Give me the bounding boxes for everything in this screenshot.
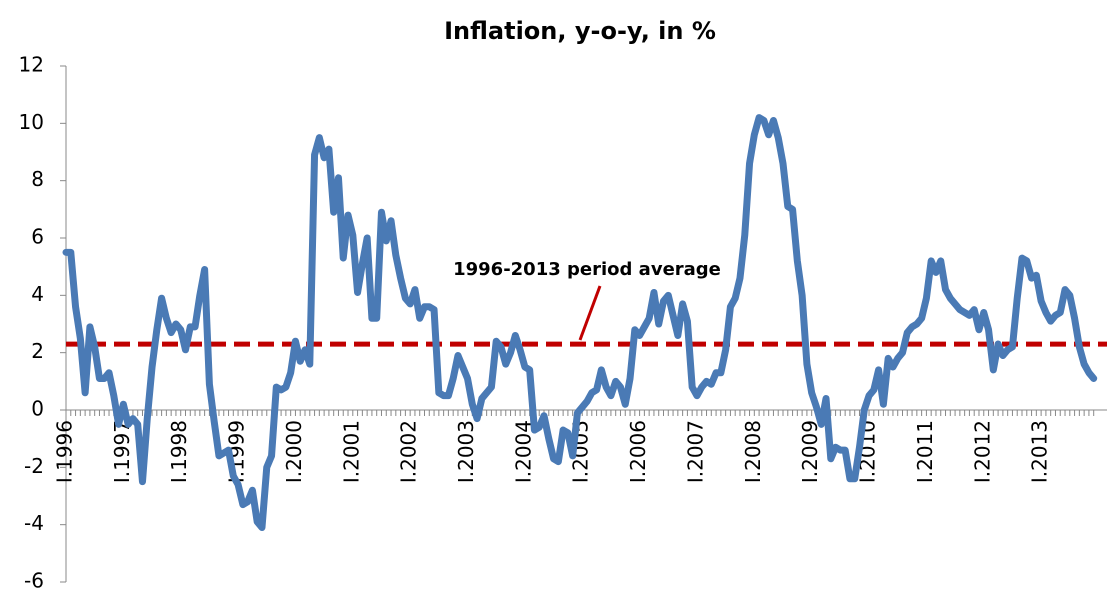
x-tick-label: I.2012 bbox=[970, 420, 994, 483]
average-arrow bbox=[578, 285, 602, 341]
x-tick-label: I.1998 bbox=[167, 420, 191, 483]
x-tick-label: I.2008 bbox=[741, 420, 765, 483]
x-tick-label: I.2009 bbox=[798, 420, 822, 483]
x-tick-label: I.1997 bbox=[110, 420, 134, 483]
y-tick-label: 0 bbox=[31, 397, 44, 421]
chart-title: Inflation, y-o-y, in % bbox=[444, 17, 716, 45]
x-tick-label: I.2011 bbox=[913, 420, 937, 483]
y-tick-label: 12 bbox=[19, 53, 44, 77]
y-tick-label: 4 bbox=[31, 282, 44, 306]
x-tick-label: I.2013 bbox=[1028, 420, 1052, 483]
y-tick-label: 8 bbox=[31, 167, 44, 191]
series-line bbox=[62, 114, 1098, 532]
y-tick-label: 10 bbox=[19, 110, 44, 134]
x-tick-label: I.2003 bbox=[454, 420, 478, 483]
y-tick-label: -6 bbox=[24, 569, 44, 592]
x-tick-label: I.2000 bbox=[282, 420, 306, 483]
x-tick-label: I.2006 bbox=[626, 420, 650, 483]
average-label: 1996-2013 period average bbox=[453, 259, 721, 280]
y-tick-label: -2 bbox=[24, 454, 44, 478]
x-tick-label: I.2002 bbox=[397, 420, 421, 483]
y-tick-label: -4 bbox=[24, 511, 44, 535]
x-tick-label: I.2001 bbox=[339, 420, 363, 483]
x-tick-label: I.1996 bbox=[53, 420, 77, 483]
y-tick-label: 6 bbox=[31, 225, 44, 249]
y-tick-label: 2 bbox=[31, 339, 44, 363]
x-tick-label: I.2007 bbox=[683, 420, 707, 483]
